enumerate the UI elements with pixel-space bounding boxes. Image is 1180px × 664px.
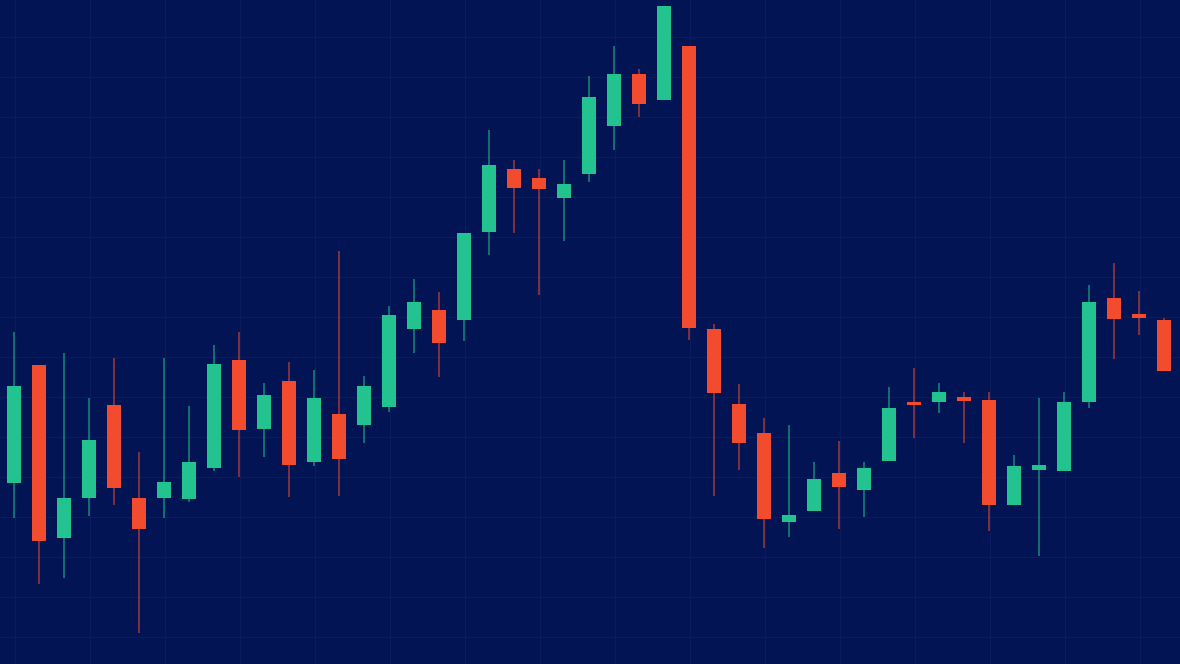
candle-body — [532, 178, 546, 189]
candle-body — [857, 468, 871, 490]
candle-body — [432, 310, 446, 343]
candle-body — [57, 498, 71, 538]
candle-body — [982, 400, 996, 505]
candle-body — [582, 97, 596, 174]
candle-body — [957, 397, 971, 401]
candle-body — [307, 398, 321, 462]
candle-body — [482, 165, 496, 232]
candle-body — [832, 473, 846, 487]
candle-body — [707, 329, 721, 393]
candle-body — [457, 233, 471, 320]
candle-body — [257, 395, 271, 429]
candle-body — [807, 479, 821, 511]
candle-body — [1082, 302, 1096, 402]
candle-body — [282, 381, 296, 465]
candle-body — [1157, 320, 1171, 371]
candle-body — [157, 482, 171, 498]
candle-body — [632, 74, 646, 104]
candle-body — [182, 462, 196, 499]
candle-body — [682, 46, 696, 328]
candle-body — [657, 6, 671, 100]
candle-body — [107, 405, 121, 488]
candle-body — [882, 408, 896, 461]
candle-body — [732, 404, 746, 443]
candle-body — [332, 414, 346, 459]
candle-body — [607, 74, 621, 126]
candle-body — [1057, 402, 1071, 471]
candle-body — [382, 315, 396, 407]
candle-body — [507, 169, 521, 188]
candle-body — [907, 402, 921, 405]
candle-body — [557, 184, 571, 198]
candle-body — [357, 386, 371, 425]
candle-body — [207, 364, 221, 468]
candle-body — [932, 392, 946, 402]
candle-body — [782, 515, 796, 522]
candle-body — [1007, 466, 1021, 505]
candle-body — [407, 302, 421, 329]
candle-body — [82, 440, 96, 498]
candle-body — [757, 433, 771, 519]
candle-body — [232, 360, 246, 430]
candle-body — [32, 365, 46, 541]
candle-body — [1107, 298, 1121, 319]
candle-body — [132, 498, 146, 529]
candle-body — [1132, 314, 1146, 318]
candle-body — [7, 386, 21, 483]
candle-body — [1032, 465, 1046, 470]
